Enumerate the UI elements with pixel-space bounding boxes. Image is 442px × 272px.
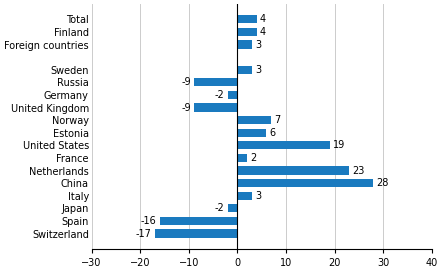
- Text: -9: -9: [181, 78, 191, 87]
- Text: 4: 4: [260, 27, 266, 37]
- Bar: [237, 154, 247, 162]
- Text: 3: 3: [255, 40, 261, 50]
- Bar: [237, 28, 257, 36]
- Text: 19: 19: [332, 140, 345, 150]
- Bar: [194, 103, 237, 112]
- Text: -16: -16: [141, 216, 156, 226]
- Text: 7: 7: [274, 115, 281, 125]
- Bar: [237, 66, 252, 74]
- Bar: [237, 15, 257, 23]
- Bar: [237, 192, 252, 200]
- Bar: [228, 204, 237, 212]
- Text: -2: -2: [215, 203, 225, 214]
- Text: -2: -2: [215, 90, 225, 100]
- Bar: [237, 141, 330, 150]
- Bar: [237, 116, 271, 124]
- Bar: [237, 41, 252, 49]
- Bar: [228, 91, 237, 99]
- Text: 23: 23: [352, 166, 364, 176]
- Bar: [237, 166, 349, 175]
- Bar: [194, 78, 237, 86]
- Bar: [237, 129, 267, 137]
- Text: -9: -9: [181, 103, 191, 113]
- Bar: [237, 179, 373, 187]
- Text: 6: 6: [270, 128, 275, 138]
- Text: -17: -17: [136, 228, 152, 239]
- Bar: [160, 217, 237, 225]
- Text: 2: 2: [250, 153, 256, 163]
- Text: 4: 4: [260, 14, 266, 24]
- Bar: [155, 230, 237, 238]
- Text: 3: 3: [255, 191, 261, 201]
- Text: 3: 3: [255, 65, 261, 75]
- Text: 28: 28: [376, 178, 389, 188]
